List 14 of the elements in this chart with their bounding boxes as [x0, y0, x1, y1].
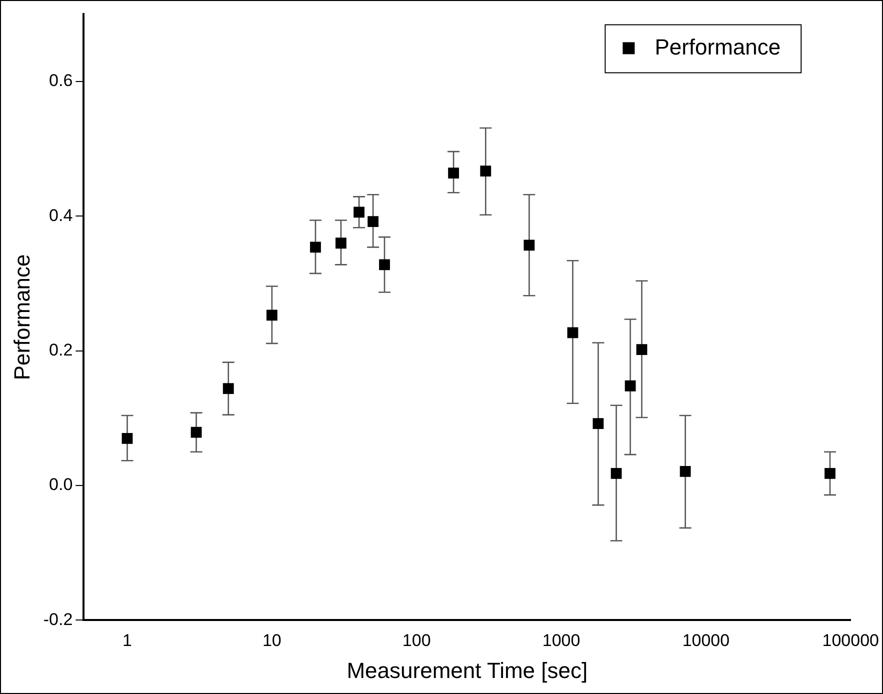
x-tick-label: 1000 — [542, 631, 580, 650]
x-tick-label: 10000 — [682, 631, 730, 650]
x-tick-label: 100 — [402, 631, 431, 650]
y-tick-label: 0.6 — [49, 71, 73, 90]
y-tick-label: 0.4 — [49, 206, 73, 225]
x-tick-label: 1 — [122, 631, 132, 650]
y-tick-label: -0.2 — [43, 610, 73, 629]
y-tick-label: 0.0 — [49, 475, 73, 494]
y-axis-title: Performance — [9, 254, 34, 380]
legend-label: Performance — [654, 34, 781, 60]
x-axis-title: Measurement Time [sec] — [346, 658, 588, 683]
x-tick-label: 10 — [262, 631, 282, 650]
y-tick-label: 0.2 — [49, 340, 73, 360]
x-tick-label: 100000 — [822, 631, 880, 650]
